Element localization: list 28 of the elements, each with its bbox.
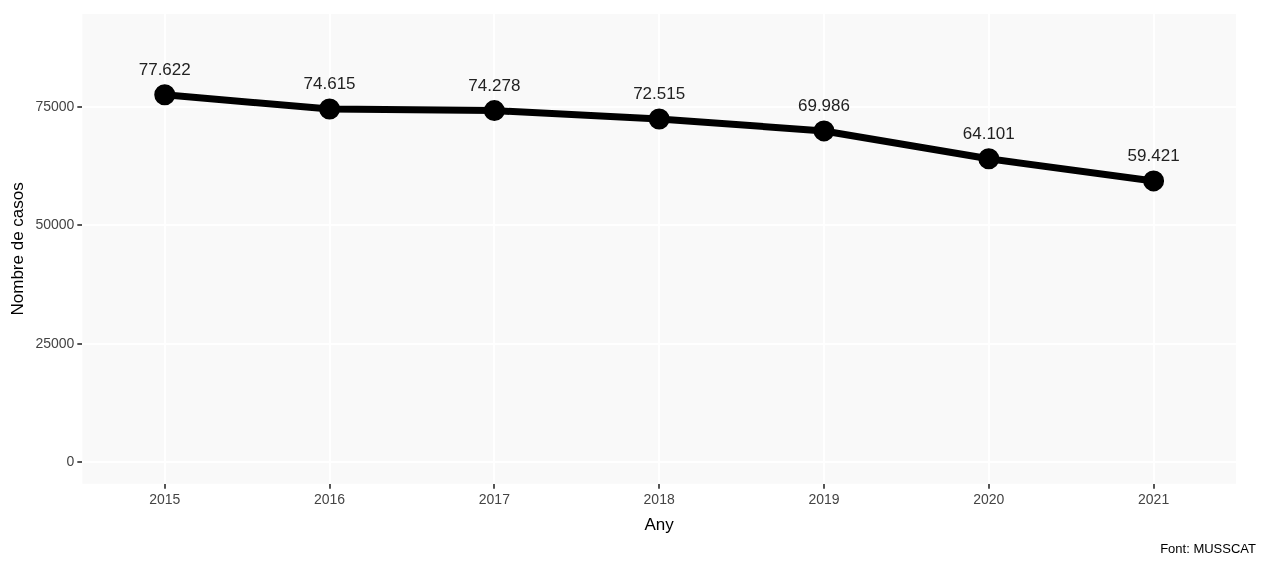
- x-tick-label: 2019: [808, 491, 840, 508]
- data-label: 69.986: [797, 96, 850, 116]
- x-tick-label: 2018: [643, 491, 675, 508]
- y-tick-label: 25000: [35, 334, 75, 351]
- x-tick-label: 2016: [313, 491, 346, 508]
- point: [978, 148, 1000, 170]
- y-tick-label: 50000: [35, 216, 75, 233]
- x-axis-title: Any: [644, 515, 675, 535]
- data-label: 72.515: [633, 84, 686, 104]
- y-axis-title: Nombre de casos: [7, 182, 27, 316]
- x-tick-label: 2017: [478, 491, 511, 508]
- text: Font: MUSSCAT: [1160, 541, 1256, 556]
- point: [813, 120, 835, 142]
- y-tick-label: 75000: [35, 98, 75, 115]
- point: [319, 98, 341, 120]
- point: [154, 84, 176, 106]
- data-label: 77.622: [138, 59, 191, 79]
- point: [648, 108, 670, 130]
- data-label: 59.421: [1127, 146, 1180, 166]
- point: [1143, 170, 1165, 192]
- data-label: 74.615: [303, 74, 356, 94]
- data-label: 74.278: [468, 75, 521, 95]
- x-tick-label: 2015: [149, 491, 181, 508]
- x-tick-label: 2021: [1138, 491, 1170, 508]
- y-tick-label: 0: [66, 452, 75, 469]
- data-label: 64.101: [962, 123, 1015, 143]
- point: [483, 100, 505, 122]
- x-tick-label: 2020: [973, 491, 1005, 508]
